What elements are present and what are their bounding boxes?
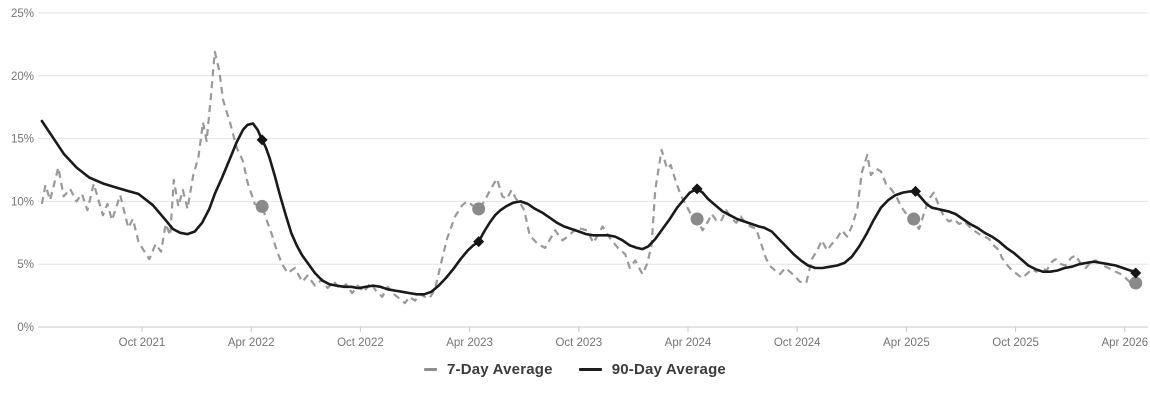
- y-tick-label: 0%: [17, 322, 34, 334]
- seven-day-marker-circle: [472, 202, 486, 216]
- y-tick-label: 25%: [11, 8, 34, 20]
- seven-day-marker-circle: [255, 199, 269, 213]
- seven-day-marker-circle: [1129, 276, 1143, 290]
- ninety-day-marker-diamond: [691, 183, 703, 195]
- legend-item-90-day: 90-Day Average: [578, 361, 726, 378]
- solid-line-swatch-icon: [578, 368, 602, 371]
- dashed-line-swatch-icon: [424, 368, 437, 371]
- seven-day-average-line: [40, 50, 1136, 305]
- x-tick-label: Oct 2023: [555, 337, 602, 349]
- x-tick-label: Apr 2023: [446, 337, 493, 349]
- x-tick-label: Oct 2021: [119, 337, 166, 349]
- x-tick-label: Apr 2022: [228, 337, 275, 349]
- trend-chart-canvas: 0%5%10%15%20%25% Oct 2021 Apr 2022 Oct 202…: [11, 8, 1148, 349]
- y-axis-labels: 0% 5% 10% 15% 20% 25%: [11, 8, 34, 334]
- x-tick-label: Oct 2025: [992, 337, 1039, 349]
- legend-item-7-day: 7-Day Average: [424, 361, 553, 378]
- y-tick-label: 15%: [11, 134, 34, 146]
- x-tick-label: Apr 2025: [883, 337, 930, 349]
- ninety-day-average-line: [40, 119, 1137, 296]
- x-tick-label: Apr 2026: [1101, 337, 1148, 349]
- gridlines: [38, 12, 1148, 328]
- seven-day-marker-circle: [690, 212, 704, 226]
- y-tick-label: 5%: [17, 259, 34, 271]
- x-tick-label: Apr 2024: [665, 337, 712, 349]
- y-tick-label: 10%: [11, 196, 34, 208]
- ninety-day-marker-diamond: [473, 236, 485, 248]
- legend-label-7-day: 7-Day Average: [447, 361, 553, 378]
- ninety-day-marker-diamond: [256, 134, 268, 146]
- series-lines: [40, 50, 1137, 305]
- seven-day-marker-circle: [907, 212, 921, 226]
- ninety-day-marker-diamond: [910, 185, 921, 197]
- chart-legend: 7-Day Average 90-Day Average: [0, 355, 1150, 401]
- legend-label-90-day: 90-Day Average: [611, 361, 726, 378]
- series-markers: [255, 134, 1143, 290]
- ninety-day-marker-diamond: [1130, 267, 1142, 279]
- y-tick-label: 20%: [11, 71, 34, 83]
- x-axis: Oct 2021 Apr 2022 Oct 2022 Apr 2023 Oct 2023…: [119, 327, 1148, 349]
- x-tick-label: Oct 2024: [774, 337, 821, 349]
- x-tick-label: Oct 2022: [337, 337, 384, 349]
